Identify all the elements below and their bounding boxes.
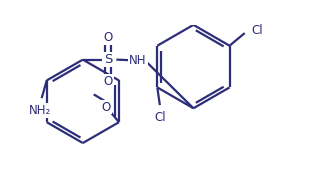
Text: NH₂: NH₂ xyxy=(29,104,51,117)
Text: O: O xyxy=(104,75,113,88)
Text: S: S xyxy=(104,53,112,66)
Text: Cl: Cl xyxy=(252,24,263,37)
Text: NH: NH xyxy=(129,54,147,67)
Text: Cl: Cl xyxy=(154,111,166,124)
Text: O: O xyxy=(102,101,111,113)
Text: O: O xyxy=(104,31,113,44)
